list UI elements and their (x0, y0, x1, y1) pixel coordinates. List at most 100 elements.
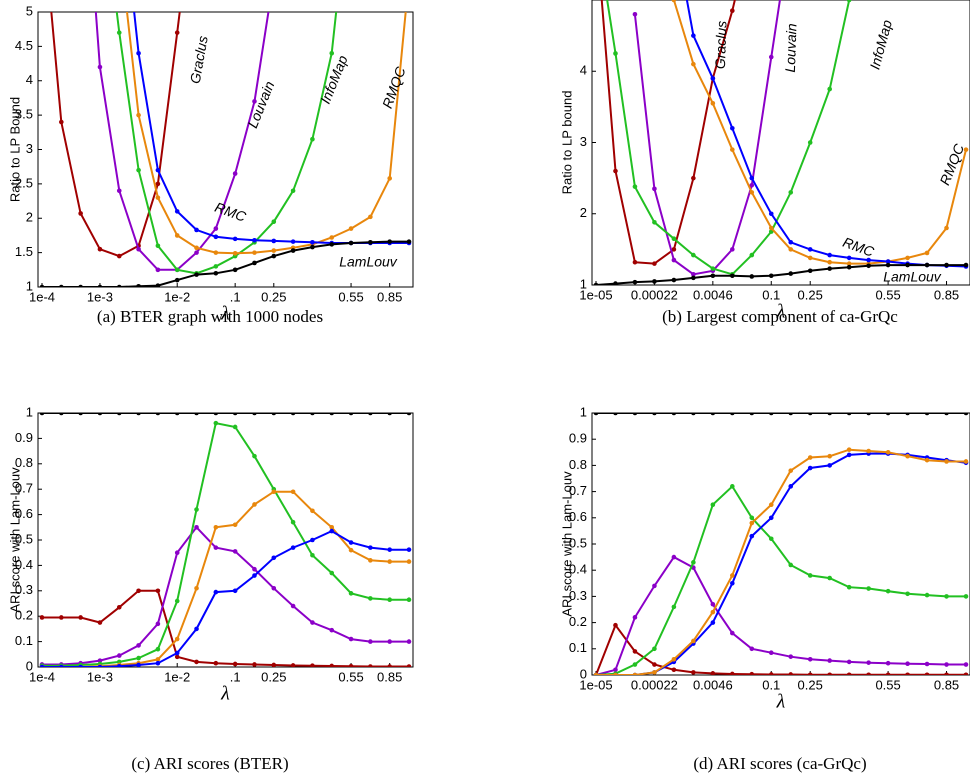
x-tick-label: 0.85 (934, 677, 959, 692)
data-point (768, 672, 774, 675)
data-point (924, 262, 930, 268)
data-point (710, 609, 716, 615)
data-point (78, 615, 83, 620)
x-tick-label: 1e-05 (579, 287, 612, 302)
panel: 1 1.5 2 2.5 3 3.5 4 4.5 5 1e-4 1e-3 1e-2 .1 0.25 0.55 0… (7, 3, 414, 326)
y-tick-label: 0.8 (15, 455, 33, 470)
data-point (329, 663, 335, 667)
data-point (368, 596, 373, 601)
data-point (866, 586, 871, 591)
data-point (613, 168, 618, 174)
y-tick-label: 0.7 (569, 483, 587, 498)
data-point (194, 659, 199, 665)
data-point (613, 672, 618, 675)
data-point (271, 662, 277, 667)
data-point (691, 560, 696, 565)
data-point (866, 413, 871, 416)
x-tick-label: 0.85 (377, 289, 402, 304)
data-point (963, 594, 969, 599)
data-point (749, 252, 755, 258)
data-point (807, 656, 813, 662)
data-point (788, 672, 794, 675)
data-point (290, 413, 296, 416)
data-point (387, 639, 392, 644)
data-point (155, 657, 161, 662)
data-point (632, 279, 638, 285)
data-point (310, 413, 315, 416)
data-point (866, 263, 871, 269)
data-point (136, 643, 141, 648)
data-point (348, 591, 354, 596)
data-point (348, 413, 354, 416)
data-point (866, 257, 871, 263)
data-point (387, 597, 392, 602)
series-line (42, 240, 409, 287)
data-point (368, 639, 373, 644)
data-point (116, 413, 122, 416)
data-point (632, 662, 638, 667)
data-point (691, 413, 696, 416)
data-point (290, 545, 296, 550)
data-point (846, 264, 852, 270)
data-point (194, 585, 199, 591)
data-point (39, 284, 45, 287)
series-line (595, 555, 966, 675)
y-axis-label: Ratio to LP Bound (7, 97, 22, 202)
series-label: InfoMap (317, 53, 351, 106)
data-point (348, 636, 354, 642)
data-point (232, 424, 238, 430)
data-point (730, 8, 735, 13)
data-point (846, 447, 852, 452)
data-point (632, 11, 638, 17)
data-point (348, 540, 354, 545)
data-point (691, 252, 696, 258)
data-point (310, 620, 315, 625)
data-point (116, 605, 122, 610)
data-point (232, 236, 238, 242)
data-point (348, 240, 354, 246)
y-tick-label: 3 (580, 134, 587, 149)
series-line (115, 12, 338, 275)
data-point (807, 247, 813, 252)
y-tick-label: 0.5 (15, 531, 33, 546)
data-point (788, 247, 794, 252)
data-point (213, 589, 219, 595)
data-point (652, 670, 657, 675)
y-tick-label: 1.5 (15, 244, 33, 259)
data-point (593, 282, 599, 285)
data-point (252, 413, 257, 416)
data-point (329, 525, 335, 530)
series-line (672, 0, 967, 265)
data-point (97, 413, 103, 416)
data-point (39, 615, 45, 620)
data-point (827, 463, 832, 468)
data-point (252, 502, 257, 507)
data-point (768, 515, 774, 521)
data-point (924, 250, 930, 256)
data-point (632, 649, 638, 654)
data-point (749, 520, 755, 526)
x-tick-label: 0.55 (338, 669, 363, 684)
data-point (613, 667, 618, 673)
data-point (174, 267, 180, 273)
series-line (42, 422, 409, 667)
data-point (885, 262, 891, 268)
data-point (232, 661, 238, 667)
data-point (59, 664, 64, 667)
x-axis-label: λ (220, 303, 230, 325)
data-point (885, 588, 891, 594)
y-tick-label: 1 (26, 278, 33, 293)
data-point (232, 588, 238, 594)
data-point (329, 627, 335, 633)
data-point (924, 661, 930, 667)
y-axis-label: ARI score with Lam-Louv (7, 467, 22, 613)
data-point (846, 584, 852, 590)
x-tick-label: 0.1 (762, 677, 780, 692)
data-point (768, 225, 774, 231)
data-point (691, 275, 696, 281)
data-point (768, 54, 774, 60)
data-point (710, 671, 716, 675)
data-point (213, 420, 219, 426)
data-point (136, 112, 141, 118)
